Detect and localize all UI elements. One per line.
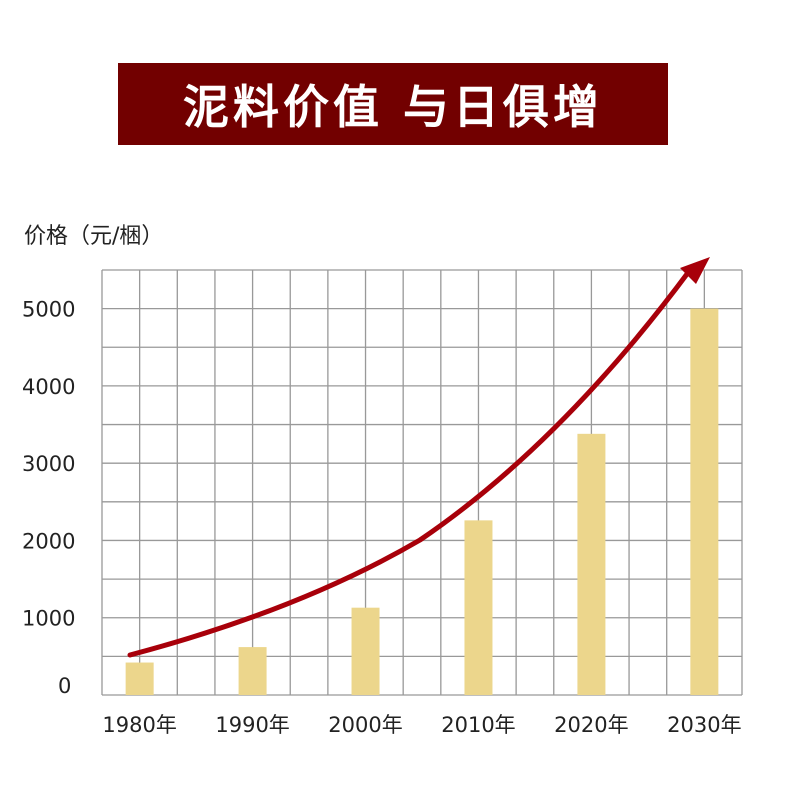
- chart-title: 泥料价值 与日俱增: [182, 80, 603, 134]
- bar-2000年: [351, 607, 380, 695]
- bar-1990年: [238, 647, 267, 695]
- title-banner: 泥料价值 与日俱增: [118, 63, 668, 145]
- y-tick-label: 1000: [22, 607, 75, 631]
- x-tick-label: 2030年: [667, 713, 741, 737]
- x-tick-label: 1990年: [215, 713, 289, 737]
- trend-arrow-head-icon: [680, 257, 710, 284]
- y-tick-label: 3000: [22, 452, 75, 476]
- bar-2020年: [577, 433, 606, 695]
- y-tick-label: 5000: [22, 298, 75, 322]
- x-tick-label: 1980年: [102, 713, 176, 737]
- bar-2010年: [464, 520, 493, 695]
- bar-1980年: [125, 662, 154, 695]
- y-axis-label: 价格（元/梱）: [24, 224, 164, 249]
- y-tick-label: 0: [58, 674, 71, 698]
- bar-2030年: [690, 308, 719, 695]
- y-tick-label: 4000: [22, 375, 75, 399]
- x-tick-label: 2010年: [441, 713, 515, 737]
- trend-arrow-line: [127, 267, 693, 658]
- x-tick-label: 2000年: [328, 713, 402, 737]
- x-tick-label: 2020年: [554, 713, 628, 737]
- y-tick-label: 2000: [22, 529, 75, 553]
